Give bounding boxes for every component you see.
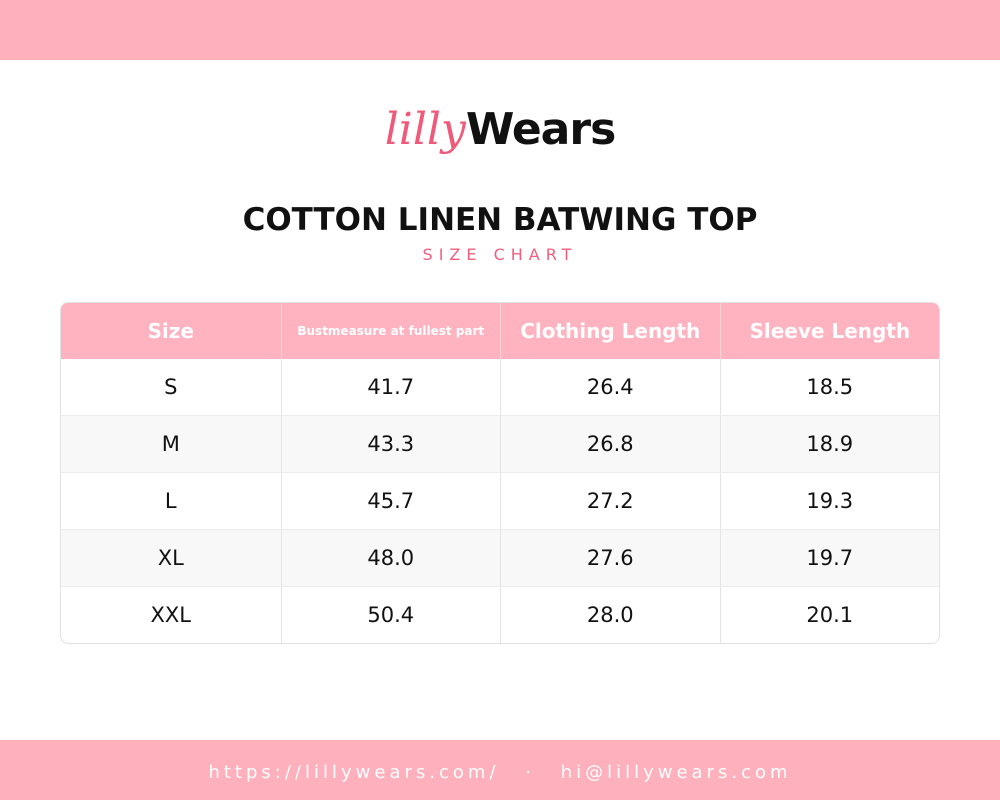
logo: lillyWears	[0, 100, 1000, 160]
header-row: Size Bustmeasure at fullest part Clothing …	[61, 303, 939, 359]
bottom-band	[0, 740, 1000, 800]
table-cell: S	[164, 375, 178, 399]
table-cell: 20.1	[719, 587, 940, 643]
table-cell: 41.7	[280, 359, 501, 415]
website[interactable]: https://lillywears.com/	[208, 762, 500, 783]
table-row: L 45.7 27.2 19.3	[61, 472, 939, 529]
table-cell: XXL	[150, 603, 191, 627]
separator: ·	[525, 762, 535, 783]
header-cell: Size	[147, 319, 194, 343]
top-band	[0, 0, 1000, 60]
table-cell: 18.9	[719, 416, 940, 472]
table-cell: 19.7	[719, 530, 940, 586]
table-cell: L	[164, 489, 177, 513]
size-table: Size Bustmeasure at fullest part Clothing …	[60, 302, 940, 644]
table-cell: XL	[157, 546, 184, 570]
table-cell: M	[161, 432, 180, 456]
table-cell: 26.4	[500, 359, 720, 415]
header-cell: Clothing Length	[500, 303, 720, 359]
header-cell: Bustmeasure at fullest part	[280, 303, 501, 359]
header-cell: Sleeve Length	[719, 303, 940, 359]
table-cell: 27.2	[500, 473, 720, 529]
table-cell: 19.3	[719, 473, 940, 529]
footer: https://lillywears.com/ · hi@lillywears.…	[0, 760, 1000, 786]
table-cell: 27.6	[500, 530, 720, 586]
table-row: M 43.3 26.8 18.9	[61, 415, 939, 472]
logo-script: lilly	[384, 104, 466, 155]
table-cell: 48.0	[280, 530, 501, 586]
table-row: XL 48.0 27.6 19.7	[61, 529, 939, 586]
email[interactable]: hi@lillywears.com	[560, 762, 792, 783]
table-row: XXL 50.4 28.0 20.1	[61, 586, 939, 643]
table-cell: 18.5	[719, 359, 940, 415]
logo-bold: Wears	[465, 104, 616, 155]
table-row: S 41.7 26.4 18.5	[61, 359, 939, 415]
table-cell: 45.7	[280, 473, 501, 529]
table-cell: 26.8	[500, 416, 720, 472]
table-cell: 50.4	[280, 587, 501, 643]
table-cell: 43.3	[280, 416, 501, 472]
table-cell: 28.0	[500, 587, 720, 643]
subtitle: SIZE CHART	[422, 245, 578, 264]
title: COTTON LINEN BATWING TOP	[242, 202, 758, 238]
